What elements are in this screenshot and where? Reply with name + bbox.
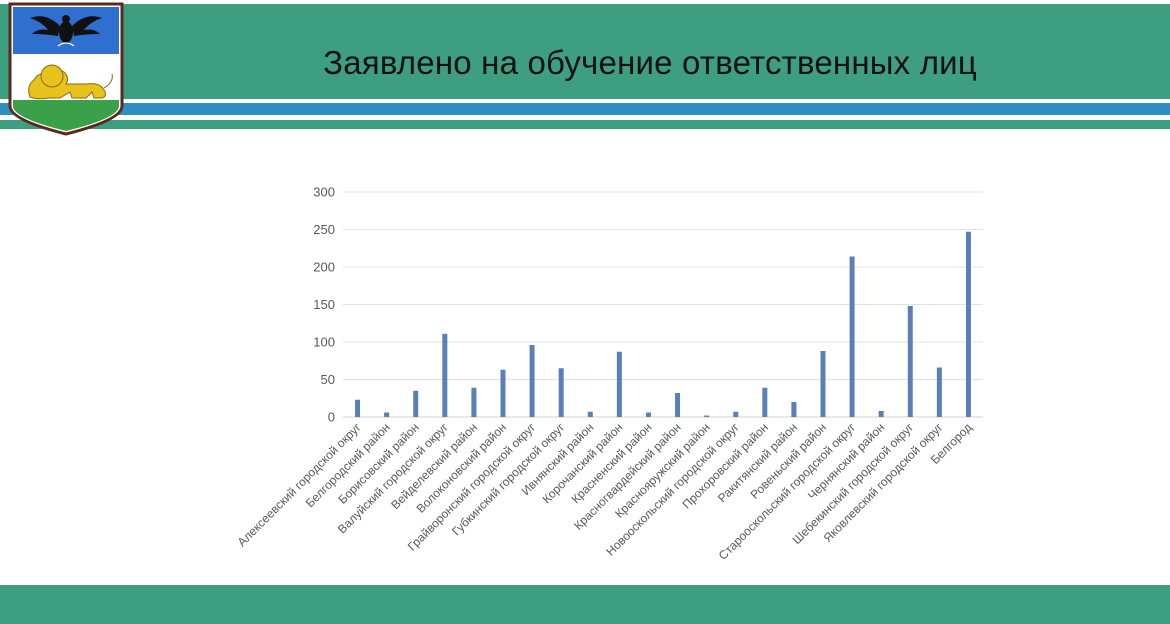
- y-tick-label: 200: [313, 260, 335, 275]
- bar: [791, 402, 797, 417]
- bar: [384, 412, 390, 417]
- bar: [675, 393, 681, 417]
- bar: [587, 411, 593, 417]
- bar: [471, 387, 477, 417]
- bar: [413, 390, 419, 417]
- y-tick-label: 100: [313, 335, 335, 350]
- header-band: [0, 4, 1170, 99]
- footer-band: [0, 585, 1170, 624]
- belgorod-coat-of-arms-icon: [8, 2, 124, 136]
- bar: [529, 345, 535, 417]
- bar: [849, 256, 855, 417]
- bar: [907, 306, 913, 417]
- y-tick-label: 150: [313, 297, 335, 312]
- header-stripe-white: [0, 99, 1170, 103]
- header-stripe-white-lower: [0, 115, 1170, 120]
- bar: [355, 399, 361, 417]
- header-stripe-blue: [0, 103, 1170, 115]
- y-tick-label: 300: [313, 185, 335, 200]
- bar: [558, 368, 564, 417]
- bar: [645, 412, 651, 417]
- chart-bars: [355, 231, 971, 417]
- bar: [820, 351, 826, 417]
- bar: [704, 415, 710, 417]
- y-axis-tick-labels: 0 50 100 150 200 250 300: [313, 185, 335, 425]
- bar: [762, 387, 768, 417]
- slide-title: Заявлено на обучение ответственных лиц: [323, 44, 977, 81]
- bar: [965, 231, 971, 417]
- bar: [733, 411, 739, 417]
- bar: [500, 369, 506, 417]
- bar: [936, 367, 942, 417]
- x-axis-tick-labels: Алексеевский городской округБелгородский…: [235, 420, 975, 563]
- y-tick-label: 50: [321, 372, 335, 387]
- bar: [878, 411, 884, 417]
- y-tick-label: 0: [328, 410, 335, 425]
- bar: [442, 333, 448, 417]
- header-stripe-green: [0, 120, 1170, 129]
- bar: [616, 351, 622, 417]
- chart-gridlines: [343, 191, 983, 418]
- y-tick-label: 250: [313, 222, 335, 237]
